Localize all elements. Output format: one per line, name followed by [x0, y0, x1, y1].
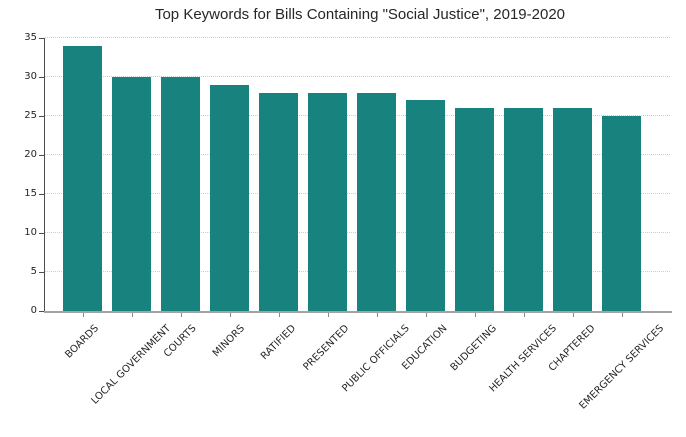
bar	[602, 116, 641, 311]
x-tick-mark	[327, 313, 329, 317]
bar	[259, 92, 298, 311]
bar	[112, 77, 151, 311]
y-tick-label: 5	[30, 266, 37, 277]
x-tick-mark	[425, 313, 427, 317]
y-tick-label: 20	[24, 149, 37, 160]
y-tick-label: 0	[30, 305, 37, 316]
y-tick-mark	[38, 311, 44, 312]
x-tick-mark	[180, 313, 182, 317]
x-tick-label: RATIFIED	[258, 323, 298, 363]
y-tick-label: 35	[24, 32, 37, 43]
x-tick-label: LOCAL GOVERNMENT	[89, 323, 174, 407]
plot-area	[45, 37, 670, 311]
y-tick-mark	[38, 233, 44, 234]
x-tick-mark	[278, 313, 280, 317]
x-tick-mark	[474, 313, 476, 317]
chart-title: Top Keywords for Bills Containing "Socia…	[154, 6, 566, 23]
x-tick-mark	[376, 313, 378, 317]
x-tick-mark	[131, 313, 133, 317]
y-tick-mark	[38, 116, 44, 117]
bar	[504, 108, 543, 311]
x-tick-label: PUBLIC OFFICIALS	[340, 323, 412, 395]
bar	[161, 77, 200, 311]
y-tick-mark	[38, 194, 44, 195]
y-tick-mark	[38, 38, 44, 39]
x-tick-label: BUDGETING	[449, 323, 500, 374]
x-tick-mark	[229, 313, 231, 317]
bar	[553, 108, 592, 311]
x-tick-label: BOARDS	[63, 323, 102, 361]
gridline	[45, 76, 670, 77]
x-tick-mark	[82, 313, 84, 317]
x-tick-mark	[621, 313, 623, 317]
x-tick-mark	[572, 313, 574, 317]
y-tick-mark	[38, 272, 44, 273]
bar	[455, 108, 494, 311]
x-axis-spine	[44, 311, 672, 313]
gridline	[45, 37, 670, 38]
x-tick-label: PRESENTED	[301, 323, 352, 373]
y-tick-label: 10	[24, 227, 37, 238]
bar	[308, 92, 347, 311]
bar	[210, 84, 249, 311]
y-tick-mark	[38, 77, 44, 78]
y-tick-mark	[38, 155, 44, 156]
bar	[406, 100, 445, 311]
y-axis-spine	[43, 38, 45, 311]
y-tick-label: 30	[24, 71, 37, 82]
x-tick-label: HEALTH SERVICES	[487, 323, 560, 395]
bar	[357, 92, 396, 311]
bar	[63, 45, 102, 311]
y-tick-label: 15	[24, 188, 37, 199]
x-tick-label: MINORS	[211, 323, 248, 360]
x-tick-mark	[523, 313, 525, 317]
y-tick-label: 25	[24, 110, 37, 121]
